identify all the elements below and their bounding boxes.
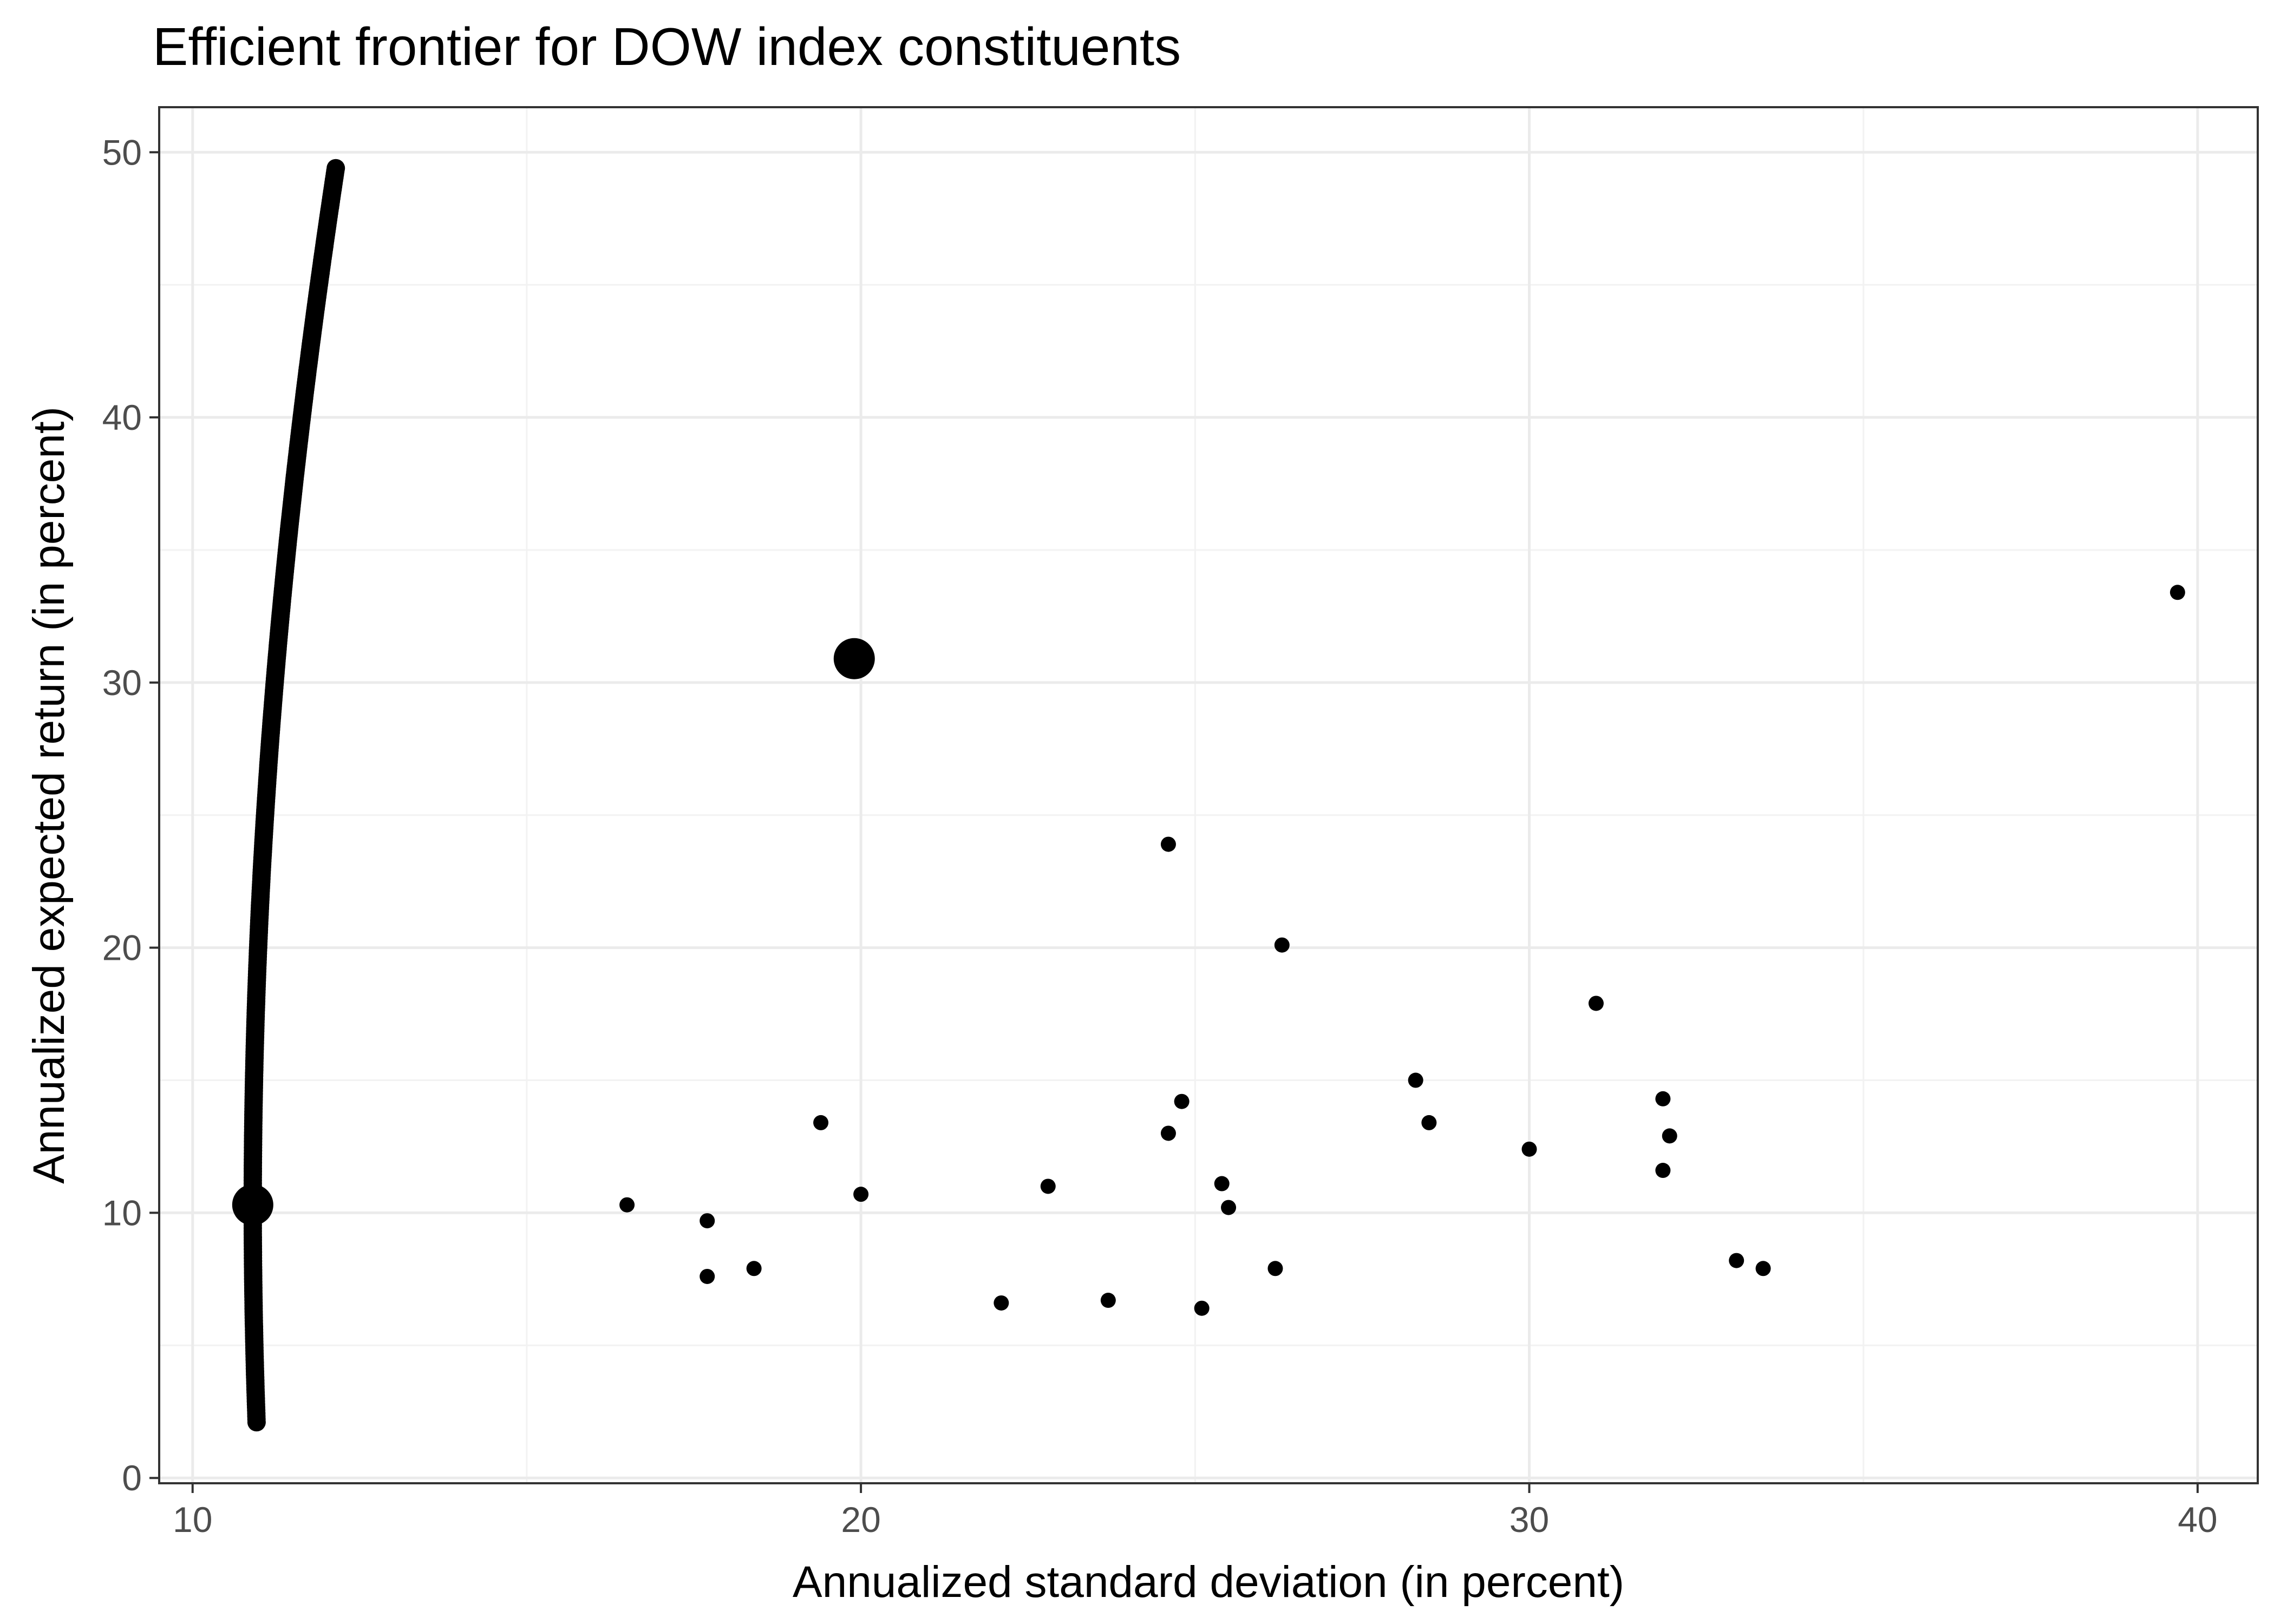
asset-point <box>1662 1128 1677 1144</box>
asset-point <box>1655 1163 1671 1178</box>
x-axis: 10 20 30 40 <box>173 1483 2218 1540</box>
asset-point <box>1160 1125 1176 1141</box>
asset-point <box>1221 1200 1237 1215</box>
asset-point <box>1521 1141 1537 1157</box>
asset-point <box>619 1197 635 1213</box>
grid-major <box>159 107 2258 1483</box>
asset-point <box>1421 1115 1437 1130</box>
asset-point <box>700 1268 715 1284</box>
panel-border <box>158 106 2259 1484</box>
asset-point <box>1214 1176 1230 1191</box>
asset-point <box>700 1213 715 1229</box>
asset-point <box>1194 1300 1210 1316</box>
asset-point <box>813 1115 829 1130</box>
y-tick-label: 40 <box>102 397 142 437</box>
x-tick-label: 20 <box>841 1499 880 1540</box>
x-tick-label: 10 <box>173 1499 212 1540</box>
highlighted-portfolios <box>232 638 875 1226</box>
grid-minor <box>159 107 2258 1483</box>
asset-point <box>746 1261 762 1276</box>
asset-point <box>1160 836 1176 852</box>
asset-point <box>1755 1261 1771 1276</box>
asset-point <box>1655 1091 1671 1106</box>
y-axis-title: Annualized expected return (in percent) <box>24 407 74 1184</box>
chart-title: Efficient frontier for DOW index constit… <box>153 17 1181 76</box>
asset-point <box>1588 996 1604 1011</box>
x-tick-label: 30 <box>1510 1499 1549 1540</box>
highlighted-portfolio-point <box>833 638 875 679</box>
y-tick-label: 50 <box>102 132 142 172</box>
asset-points <box>619 585 2185 1316</box>
y-tick-label: 0 <box>122 1458 142 1498</box>
asset-point <box>1729 1253 1744 1268</box>
asset-point <box>1174 1093 1190 1109</box>
y-axis: 0 10 20 30 40 50 <box>102 132 159 1498</box>
plot-panel <box>158 106 2259 1484</box>
asset-point <box>853 1187 869 1202</box>
asset-point <box>1040 1178 1056 1194</box>
y-tick-label: 30 <box>102 663 142 703</box>
asset-point <box>1267 1261 1283 1276</box>
frontier-point <box>326 159 345 178</box>
asset-point <box>1408 1072 1423 1088</box>
asset-point <box>994 1295 1009 1311</box>
panel-background <box>159 107 2258 1483</box>
x-tick-label: 40 <box>2178 1499 2217 1540</box>
asset-point <box>1274 937 1290 953</box>
y-tick-label: 20 <box>102 928 142 968</box>
highlighted-portfolio-point <box>232 1184 273 1226</box>
y-tick-label: 10 <box>102 1193 142 1233</box>
x-axis-title: Annualized standard deviation (in percen… <box>793 1557 1624 1607</box>
asset-point <box>1100 1293 1116 1308</box>
asset-point <box>2170 585 2185 600</box>
